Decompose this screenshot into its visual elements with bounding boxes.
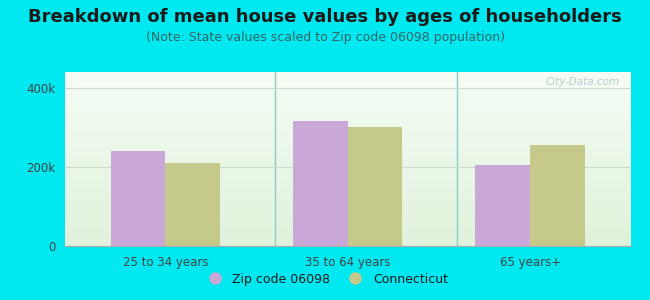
Bar (530, 145, 585, 246)
Text: (Note: State values scaled to Zip code 06098 population): (Note: State values scaled to Zip code 0… (146, 32, 504, 44)
Bar (111, 151, 165, 246)
Legend: Zip code 06098, Connecticut: Zip code 06098, Connecticut (197, 268, 453, 291)
Bar (165, 163, 220, 246)
Text: Breakdown of mean house values by ages of householders: Breakdown of mean house values by ages o… (28, 8, 622, 26)
Bar (348, 128, 402, 246)
Text: City-Data.com: City-Data.com (545, 77, 619, 87)
Bar (475, 165, 530, 246)
Bar (293, 122, 348, 246)
